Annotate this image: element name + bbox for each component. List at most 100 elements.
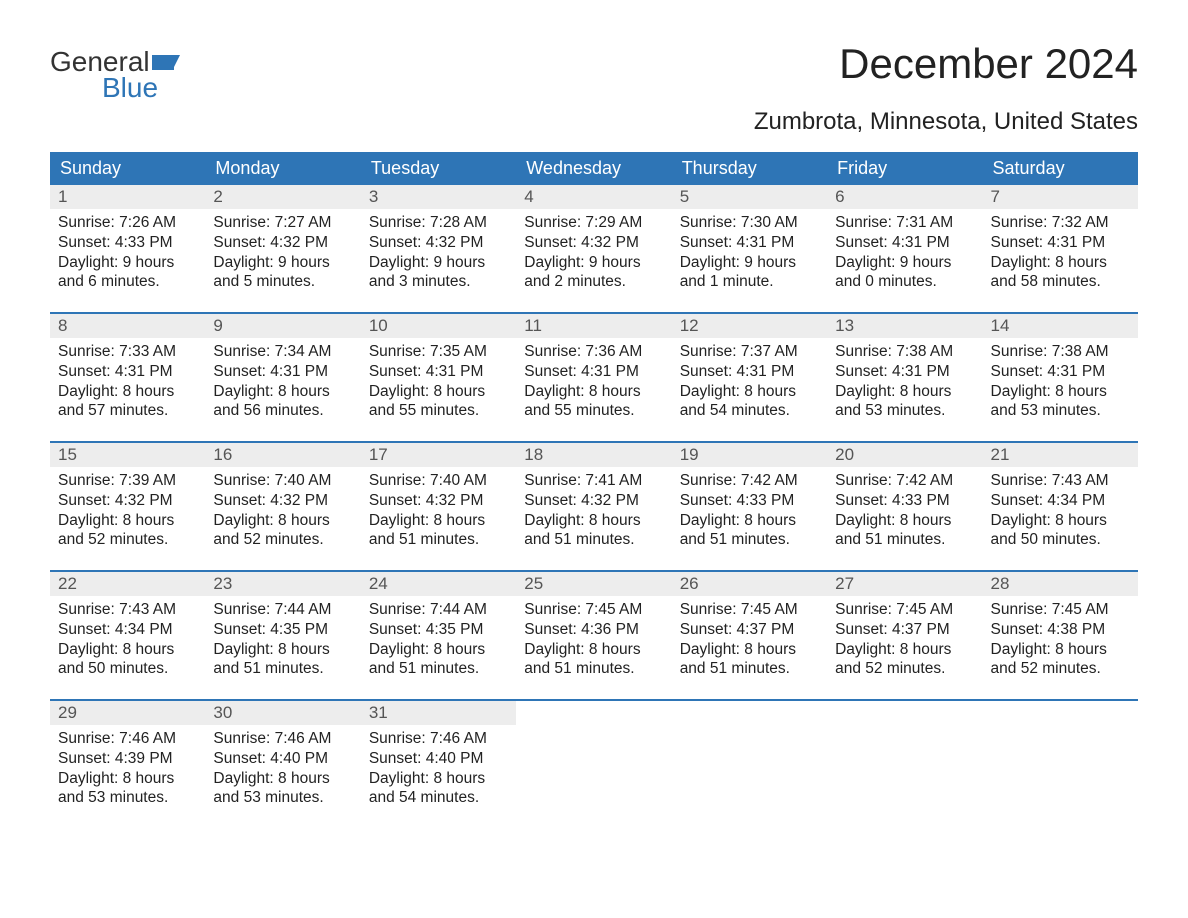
daylight-line1: Daylight: 8 hours — [835, 382, 974, 402]
sunset-text: Sunset: 4:31 PM — [524, 362, 663, 382]
calendar-week: 22Sunrise: 7:43 AMSunset: 4:34 PMDayligh… — [50, 572, 1138, 700]
calendar-day: 7Sunrise: 7:32 AMSunset: 4:31 PMDaylight… — [983, 185, 1138, 313]
sunrise-text: Sunrise: 7:38 AM — [835, 342, 974, 362]
daylight-line1: Daylight: 8 hours — [524, 640, 663, 660]
day-number: 31 — [361, 701, 516, 725]
sunset-text: Sunset: 4:35 PM — [213, 620, 352, 640]
header: General Blue December 2024 — [50, 40, 1138, 102]
title-block: December 2024 — [839, 40, 1138, 88]
daylight-line1: Daylight: 8 hours — [991, 640, 1130, 660]
sunrise-text: Sunrise: 7:26 AM — [58, 213, 197, 233]
sunset-text: Sunset: 4:31 PM — [58, 362, 197, 382]
daylight-line2: and 50 minutes. — [58, 659, 197, 679]
calendar-day: 4Sunrise: 7:29 AMSunset: 4:32 PMDaylight… — [516, 185, 671, 313]
calendar-week: 29Sunrise: 7:46 AMSunset: 4:39 PMDayligh… — [50, 701, 1138, 829]
daylight-line1: Daylight: 8 hours — [213, 382, 352, 402]
day-body: Sunrise: 7:43 AMSunset: 4:34 PMDaylight:… — [983, 467, 1138, 560]
day-number: 6 — [827, 185, 982, 209]
day-body: Sunrise: 7:45 AMSunset: 4:37 PMDaylight:… — [827, 596, 982, 689]
day-number: 13 — [827, 314, 982, 338]
sunrise-text: Sunrise: 7:42 AM — [680, 471, 819, 491]
daylight-line1: Daylight: 8 hours — [213, 769, 352, 789]
daylight-line1: Daylight: 8 hours — [58, 511, 197, 531]
daylight-line2: and 51 minutes. — [835, 530, 974, 550]
calendar-day: 12Sunrise: 7:37 AMSunset: 4:31 PMDayligh… — [672, 314, 827, 442]
daylight-line1: Daylight: 8 hours — [991, 382, 1130, 402]
calendar-day: 17Sunrise: 7:40 AMSunset: 4:32 PMDayligh… — [361, 443, 516, 571]
daylight-line2: and 51 minutes. — [213, 659, 352, 679]
sunrise-text: Sunrise: 7:43 AM — [991, 471, 1130, 491]
sunrise-text: Sunrise: 7:43 AM — [58, 600, 197, 620]
calendar-day: 10Sunrise: 7:35 AMSunset: 4:31 PMDayligh… — [361, 314, 516, 442]
weekday-header: Sunday — [50, 152, 205, 185]
sunset-text: Sunset: 4:40 PM — [213, 749, 352, 769]
day-body: Sunrise: 7:36 AMSunset: 4:31 PMDaylight:… — [516, 338, 671, 431]
calendar-day: 19Sunrise: 7:42 AMSunset: 4:33 PMDayligh… — [672, 443, 827, 571]
sunset-text: Sunset: 4:37 PM — [835, 620, 974, 640]
sunrise-text: Sunrise: 7:30 AM — [680, 213, 819, 233]
calendar-day: 31Sunrise: 7:46 AMSunset: 4:40 PMDayligh… — [361, 701, 516, 829]
daylight-line2: and 1 minute. — [680, 272, 819, 292]
daylight-line2: and 51 minutes. — [524, 659, 663, 679]
daylight-line1: Daylight: 8 hours — [58, 640, 197, 660]
month-title: December 2024 — [839, 40, 1138, 88]
day-body: Sunrise: 7:30 AMSunset: 4:31 PMDaylight:… — [672, 209, 827, 302]
daylight-line1: Daylight: 8 hours — [213, 511, 352, 531]
sunset-text: Sunset: 4:33 PM — [835, 491, 974, 511]
weekday-header: Monday — [205, 152, 360, 185]
sunrise-text: Sunrise: 7:45 AM — [991, 600, 1130, 620]
calendar-day — [983, 701, 1138, 829]
daylight-line2: and 0 minutes. — [835, 272, 974, 292]
sunset-text: Sunset: 4:34 PM — [991, 491, 1130, 511]
sunset-text: Sunset: 4:39 PM — [58, 749, 197, 769]
day-number: 27 — [827, 572, 982, 596]
daylight-line1: Daylight: 8 hours — [369, 511, 508, 531]
calendar-day: 30Sunrise: 7:46 AMSunset: 4:40 PMDayligh… — [205, 701, 360, 829]
daylight-line2: and 53 minutes. — [835, 401, 974, 421]
daylight-line2: and 51 minutes. — [369, 659, 508, 679]
sunset-text: Sunset: 4:31 PM — [991, 362, 1130, 382]
calendar-day: 11Sunrise: 7:36 AMSunset: 4:31 PMDayligh… — [516, 314, 671, 442]
sunset-text: Sunset: 4:31 PM — [680, 362, 819, 382]
daylight-line2: and 52 minutes. — [58, 530, 197, 550]
sunrise-text: Sunrise: 7:45 AM — [680, 600, 819, 620]
sunrise-text: Sunrise: 7:45 AM — [524, 600, 663, 620]
sunset-text: Sunset: 4:31 PM — [680, 233, 819, 253]
day-number: 3 — [361, 185, 516, 209]
day-body: Sunrise: 7:40 AMSunset: 4:32 PMDaylight:… — [205, 467, 360, 560]
sunset-text: Sunset: 4:33 PM — [58, 233, 197, 253]
calendar-day: 18Sunrise: 7:41 AMSunset: 4:32 PMDayligh… — [516, 443, 671, 571]
calendar-day: 25Sunrise: 7:45 AMSunset: 4:36 PMDayligh… — [516, 572, 671, 700]
logo: General Blue — [50, 40, 180, 102]
daylight-line1: Daylight: 8 hours — [680, 511, 819, 531]
sunset-text: Sunset: 4:34 PM — [58, 620, 197, 640]
sunrise-text: Sunrise: 7:45 AM — [835, 600, 974, 620]
day-body: Sunrise: 7:32 AMSunset: 4:31 PMDaylight:… — [983, 209, 1138, 302]
sunset-text: Sunset: 4:33 PM — [680, 491, 819, 511]
sunset-text: Sunset: 4:31 PM — [835, 233, 974, 253]
logo-word2: Blue — [102, 74, 158, 102]
calendar-day: 2Sunrise: 7:27 AMSunset: 4:32 PMDaylight… — [205, 185, 360, 313]
daylight-line2: and 53 minutes. — [991, 401, 1130, 421]
daylight-line1: Daylight: 9 hours — [835, 253, 974, 273]
calendar-day — [516, 701, 671, 829]
daylight-line2: and 55 minutes. — [524, 401, 663, 421]
daylight-line1: Daylight: 8 hours — [369, 382, 508, 402]
calendar-day: 16Sunrise: 7:40 AMSunset: 4:32 PMDayligh… — [205, 443, 360, 571]
daylight-line1: Daylight: 9 hours — [524, 253, 663, 273]
sunrise-text: Sunrise: 7:37 AM — [680, 342, 819, 362]
day-body: Sunrise: 7:44 AMSunset: 4:35 PMDaylight:… — [205, 596, 360, 689]
day-number: 22 — [50, 572, 205, 596]
daylight-line1: Daylight: 8 hours — [369, 640, 508, 660]
day-number: 24 — [361, 572, 516, 596]
calendar-day: 5Sunrise: 7:30 AMSunset: 4:31 PMDaylight… — [672, 185, 827, 313]
day-body: Sunrise: 7:28 AMSunset: 4:32 PMDaylight:… — [361, 209, 516, 302]
daylight-line1: Daylight: 8 hours — [680, 382, 819, 402]
day-body: Sunrise: 7:41 AMSunset: 4:32 PMDaylight:… — [516, 467, 671, 560]
day-number: 26 — [672, 572, 827, 596]
sunset-text: Sunset: 4:32 PM — [213, 491, 352, 511]
day-number: 20 — [827, 443, 982, 467]
sunset-text: Sunset: 4:32 PM — [524, 491, 663, 511]
day-number: 1 — [50, 185, 205, 209]
daylight-line2: and 51 minutes. — [369, 530, 508, 550]
